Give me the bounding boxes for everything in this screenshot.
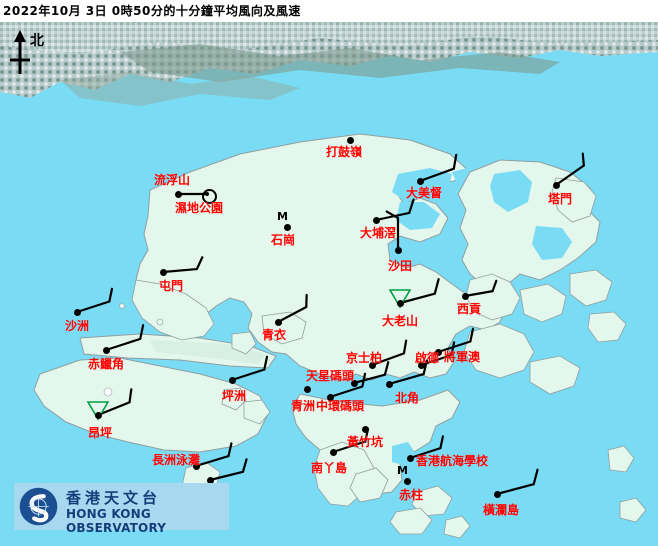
station-dot (396, 248, 401, 253)
station-label: 赤鱲角 (88, 357, 125, 371)
hko-logo: 香港天文台 HONG KONG OBSERVATORY (14, 483, 229, 535)
auto-station-marker: M (397, 464, 408, 477)
station-label: 屯門 (159, 279, 184, 293)
station-label: 打鼓嶺 (326, 145, 363, 159)
station-label: 大埔滘 (360, 226, 397, 240)
wind-barb (161, 256, 204, 274)
wind-barb-layer (75, 152, 585, 496)
wind-barb (436, 327, 475, 354)
station-label: 京士柏 (346, 351, 383, 365)
station-label: 石崗 (271, 233, 296, 247)
station-dot (463, 294, 468, 299)
wind-barb (328, 372, 367, 399)
station-dot (419, 363, 424, 368)
station-label: 沙洲 (65, 319, 90, 333)
station-label: 坪洲 (222, 389, 247, 403)
wind-barb (208, 458, 248, 482)
station-dot (398, 301, 403, 306)
station-label: 南丫島 (311, 461, 348, 475)
station-dot (436, 350, 441, 355)
wind-barb (230, 355, 269, 382)
station-dot (328, 395, 333, 400)
station-dot (75, 310, 80, 315)
station-dot (276, 320, 281, 325)
station-label: 中環碼頭 (316, 399, 365, 413)
station-dot (348, 138, 353, 143)
hko-name-zh: 香港天文台 (66, 489, 162, 507)
station-label: 西貢 (457, 302, 482, 316)
station-label: 塔門 (548, 192, 573, 206)
wind-barb (194, 442, 233, 468)
title-bar: 2022年10月 3日 0時50分的十分鐘平均風向及風速 (0, 0, 658, 22)
calm-wind-icon (202, 189, 217, 204)
wind-barb (398, 278, 440, 305)
wind-barb (104, 324, 145, 352)
station-label: 橫瀾島 (483, 503, 520, 517)
station-dot (104, 348, 109, 353)
station-dot (408, 456, 413, 461)
wind-barb (387, 359, 429, 386)
station-label: 流浮山 (154, 173, 191, 187)
elevated-station-icon (389, 289, 411, 309)
station-label: 大老山 (382, 314, 419, 328)
station-label: 赤柱 (399, 488, 424, 502)
station-label: 北角 (395, 391, 420, 405)
north-label: 北 (30, 33, 44, 49)
station-dot (194, 464, 199, 469)
wind-barb (352, 361, 390, 385)
hko-logo-icon (19, 487, 58, 526)
station-dot (554, 183, 559, 188)
station-label: 香港航海學校 (416, 454, 489, 468)
station-label: 昂坪 (88, 426, 113, 440)
station-dot (305, 387, 310, 392)
station-dot (285, 225, 290, 230)
station-label: 黃竹坑 (347, 435, 384, 449)
station-dot (176, 192, 181, 197)
wind-barb (370, 339, 408, 367)
station-label: 青衣 (262, 328, 287, 342)
station-dot (208, 478, 213, 483)
wind-barb (463, 279, 498, 298)
north-arrow-icon (10, 30, 30, 74)
wind-barb (495, 468, 539, 496)
wind-barb (408, 435, 444, 460)
wind-barb (385, 210, 400, 252)
wind-barb (554, 152, 585, 187)
station-label: 啟德 (415, 351, 440, 365)
wind-barb (75, 287, 114, 314)
station-label: 濕地公園 (175, 201, 224, 215)
station-dot (418, 179, 423, 184)
station-dot (363, 427, 368, 432)
station-dot (331, 450, 336, 455)
calm-wind-core (205, 192, 209, 196)
wind-barb (418, 153, 458, 183)
station-label: 青洲 (291, 399, 316, 413)
station-dot (230, 378, 235, 383)
station-label: 沙田 (388, 259, 413, 273)
wind-barb (96, 388, 133, 417)
station-dot (495, 492, 500, 497)
map-canvas[interactable] (0, 22, 658, 546)
station-dot (387, 382, 392, 387)
station-dot (161, 270, 166, 275)
page-title: 2022年10月 3日 0時50分的十分鐘平均風向及風速 (3, 4, 301, 18)
auto-station-marker: M (277, 210, 288, 223)
map-geography (0, 22, 658, 546)
station-dot (374, 218, 379, 223)
station-label: 天星碼頭 (306, 369, 355, 383)
station-dot (405, 479, 410, 484)
station-label: 大美督 (406, 186, 443, 200)
station-dot (370, 363, 375, 368)
hko-name-en: HONG KONG OBSERVATORY (66, 507, 167, 535)
wind-barb (374, 198, 415, 222)
wind-barb (276, 293, 308, 324)
elevated-station-icon (87, 401, 109, 421)
station-dot (96, 413, 101, 418)
station-label: 長洲泳灘 (152, 453, 201, 467)
station-label: 將軍澳 (444, 350, 481, 364)
station-dot (352, 381, 357, 386)
